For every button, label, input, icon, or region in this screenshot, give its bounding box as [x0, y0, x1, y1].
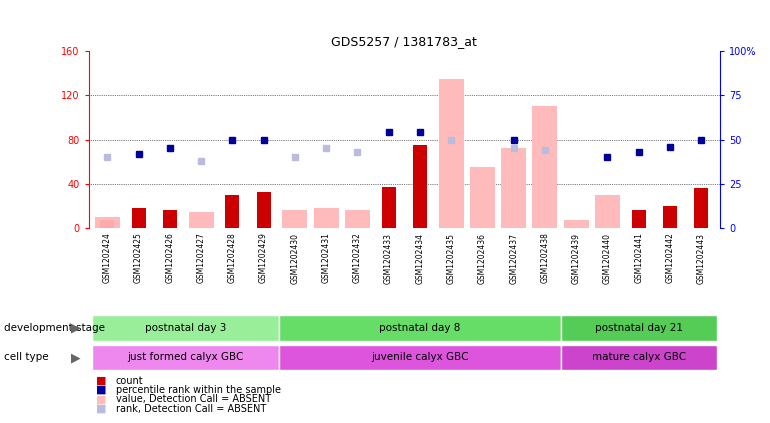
Bar: [663, 206, 677, 228]
Bar: [280, 345, 561, 370]
Bar: [226, 195, 239, 228]
Bar: [280, 315, 561, 341]
Text: ■: ■: [96, 404, 107, 414]
Text: cell type: cell type: [4, 352, 49, 363]
Text: GSM1202436: GSM1202436: [478, 233, 487, 283]
Text: GSM1202441: GSM1202441: [634, 233, 643, 283]
Text: GSM1202437: GSM1202437: [509, 233, 518, 283]
Bar: [256, 192, 270, 228]
Text: mature calyx GBC: mature calyx GBC: [591, 352, 686, 363]
Text: rank, Detection Call = ABSENT: rank, Detection Call = ABSENT: [116, 404, 266, 414]
Text: postnatal day 21: postnatal day 21: [594, 323, 683, 333]
Text: GSM1202433: GSM1202433: [384, 233, 393, 283]
Text: development stage: development stage: [4, 323, 105, 333]
Bar: [100, 220, 114, 228]
Text: GSM1202440: GSM1202440: [603, 233, 612, 283]
Bar: [564, 220, 589, 228]
Text: GSM1202425: GSM1202425: [134, 233, 143, 283]
Bar: [345, 209, 370, 228]
Text: GSM1202438: GSM1202438: [541, 233, 550, 283]
Text: GSM1202442: GSM1202442: [665, 233, 675, 283]
Text: ■: ■: [96, 376, 107, 386]
Text: GSM1202426: GSM1202426: [166, 233, 174, 283]
Text: ▶: ▶: [71, 321, 80, 334]
Bar: [532, 106, 557, 228]
Text: count: count: [116, 376, 143, 386]
Text: ■: ■: [96, 394, 107, 404]
Text: GSM1202430: GSM1202430: [290, 233, 300, 283]
Text: GSM1202428: GSM1202428: [228, 233, 237, 283]
Text: ▶: ▶: [71, 351, 80, 364]
Title: GDS5257 / 1381783_at: GDS5257 / 1381783_at: [331, 35, 477, 48]
Text: GSM1202429: GSM1202429: [259, 233, 268, 283]
Bar: [561, 345, 717, 370]
Bar: [313, 209, 339, 228]
Text: GSM1202443: GSM1202443: [697, 233, 705, 283]
Text: percentile rank within the sample: percentile rank within the sample: [116, 385, 280, 395]
Text: GSM1202434: GSM1202434: [415, 233, 424, 283]
Text: postnatal day 3: postnatal day 3: [145, 323, 226, 333]
Bar: [413, 145, 427, 228]
Text: just formed calyx GBC: just formed calyx GBC: [127, 352, 243, 363]
Text: GSM1202432: GSM1202432: [353, 233, 362, 283]
Bar: [695, 189, 708, 228]
Bar: [162, 209, 177, 228]
Bar: [92, 345, 280, 370]
Text: juvenile calyx GBC: juvenile calyx GBC: [371, 352, 469, 363]
Text: GSM1202435: GSM1202435: [447, 233, 456, 283]
Text: ■: ■: [96, 385, 107, 395]
Bar: [132, 209, 146, 228]
Bar: [92, 315, 280, 341]
Bar: [470, 168, 495, 228]
Bar: [382, 187, 396, 228]
Bar: [631, 209, 646, 228]
Text: GSM1202427: GSM1202427: [196, 233, 206, 283]
Text: postnatal day 8: postnatal day 8: [379, 323, 460, 333]
Text: value, Detection Call = ABSENT: value, Detection Call = ABSENT: [116, 394, 270, 404]
Text: GSM1202439: GSM1202439: [571, 233, 581, 283]
Bar: [561, 315, 717, 341]
Bar: [501, 148, 526, 228]
Text: GSM1202424: GSM1202424: [103, 233, 112, 283]
Bar: [189, 212, 213, 228]
Bar: [283, 209, 307, 228]
Bar: [95, 217, 120, 228]
Bar: [439, 79, 464, 228]
Text: GSM1202431: GSM1202431: [322, 233, 330, 283]
Bar: [595, 195, 620, 228]
